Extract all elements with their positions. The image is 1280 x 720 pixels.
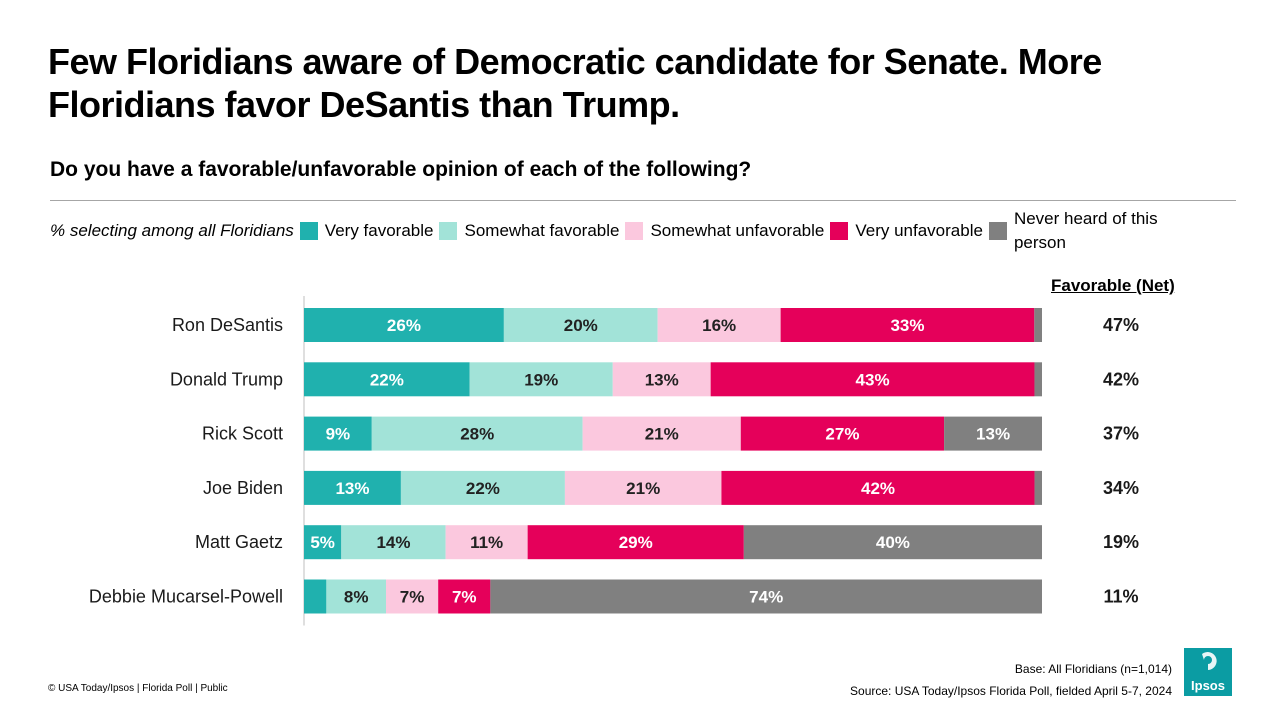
- ipsos-logo: Ipsos: [1184, 648, 1232, 696]
- legend-swatch: [299, 222, 318, 240]
- divider: [50, 200, 1236, 201]
- source-notes: Base: All Floridians (n=1,014) Source: U…: [850, 658, 1172, 702]
- bar-segment: [564, 470, 722, 505]
- net-favorable-value: 19%: [1103, 532, 1139, 552]
- bar-segment: [304, 308, 504, 342]
- page-title: Few Floridians aware of Democratic candi…: [48, 41, 1102, 125]
- data-label: 43%: [856, 370, 890, 389]
- bar-segment: [386, 579, 439, 614]
- net-favorable-value: 11%: [1103, 587, 1138, 607]
- bar-segment: [445, 525, 528, 560]
- data-label: 5%: [310, 533, 335, 552]
- bar-segment: [400, 470, 565, 505]
- bar-segment: [304, 525, 342, 560]
- legend-label: Never heard of this person: [1013, 209, 1158, 252]
- legend-label: Somewhat favorable: [464, 221, 620, 240]
- bar-segment: [721, 470, 1035, 505]
- bar-segment: [740, 416, 945, 451]
- legend-never-heard: Never heard of this person: [988, 207, 1174, 255]
- data-label: 14%: [376, 533, 410, 552]
- data-label: 21%: [626, 479, 660, 498]
- legend-somewhat-unfavorable: Somewhat unfavorable: [625, 221, 824, 241]
- bar-segment: [341, 525, 446, 560]
- data-label: 74%: [749, 588, 783, 607]
- net-favorable-header: Favorable (Net): [1051, 276, 1175, 295]
- data-label: 19%: [524, 370, 558, 389]
- bar-segment: [657, 308, 781, 342]
- base-note: Base: All Floridians (n=1,014): [1014, 662, 1172, 676]
- bar-segment: [438, 579, 491, 614]
- data-label: 8%: [344, 588, 369, 607]
- bar-segment: [612, 362, 711, 397]
- bar-segment: [469, 362, 613, 397]
- bar-segment: [527, 525, 744, 560]
- bar-segment: [304, 579, 327, 614]
- category-label: Matt Gaetz: [195, 532, 283, 552]
- legend-label: Very favorable: [324, 221, 434, 240]
- bar-segment: [490, 579, 1042, 614]
- bar-segment: [780, 308, 1035, 342]
- bar-segment: [371, 416, 583, 451]
- data-label: 20%: [564, 316, 598, 335]
- data-label: 7%: [400, 588, 425, 607]
- bar-segment: [582, 416, 741, 451]
- data-label: 26%: [387, 316, 421, 335]
- data-label: 16%: [702, 316, 736, 335]
- data-label: 9%: [326, 425, 351, 444]
- bar-segment: [304, 362, 470, 397]
- bar-segment: [743, 525, 1042, 560]
- data-label: 29%: [619, 533, 653, 552]
- legend-swatch: [830, 222, 849, 240]
- copyright-note: © USA Today/Ipsos | Florida Poll | Publi…: [48, 683, 228, 694]
- bar-segment: [304, 470, 401, 505]
- category-label: Rick Scott: [202, 424, 283, 444]
- data-label: 13%: [645, 370, 679, 389]
- bar-segment: [710, 362, 1035, 397]
- data-label: 42%: [861, 479, 895, 498]
- data-label: 11%: [470, 533, 503, 552]
- data-label: 13%: [335, 479, 369, 498]
- data-label: 7%: [452, 588, 477, 607]
- bar-segment: [503, 308, 658, 342]
- legend: % selecting among all Floridians Very fa…: [50, 208, 1250, 254]
- category-label: Donald Trump: [170, 369, 283, 389]
- data-label: 33%: [890, 316, 924, 335]
- legend-very-favorable: Very favorable: [299, 221, 434, 241]
- bar-segment: [304, 416, 372, 451]
- data-label: 28%: [460, 425, 494, 444]
- bar-segment: [1034, 362, 1042, 397]
- stacked-bar-chart: Ron DeSantis 26% 20% 16% 33% 47% Donald Trump 2…: [89, 296, 1139, 626]
- category-label: Debbie Mucarsel-Powell: [89, 587, 283, 607]
- net-favorable-value: 37%: [1103, 424, 1139, 444]
- category-label: Ron DeSantis: [172, 315, 283, 335]
- bar-segment: [326, 579, 386, 614]
- legend-swatch: [439, 222, 458, 240]
- legend-label: Very unfavorable: [855, 221, 983, 240]
- data-label: 21%: [645, 425, 679, 444]
- legend-label: Somewhat unfavorable: [650, 221, 825, 240]
- data-label: 27%: [825, 425, 859, 444]
- data-label: 40%: [876, 533, 910, 552]
- category-label: Joe Biden: [203, 478, 283, 498]
- logo-mark: [1202, 652, 1217, 670]
- legend-lead: % selecting among all Floridians: [50, 221, 294, 240]
- bar-segment: [1034, 308, 1042, 342]
- net-favorable-value: 34%: [1103, 478, 1139, 498]
- logo-text: Ipsos: [1191, 678, 1225, 693]
- bar-segment: [1034, 470, 1042, 505]
- chart-subtitle: Do you have a favorable/unfavorable opin…: [50, 158, 752, 181]
- bar-segment: [944, 416, 1042, 451]
- legend-swatch: [625, 222, 644, 240]
- net-favorable-value: 47%: [1103, 315, 1139, 335]
- data-label: 22%: [370, 370, 404, 389]
- source-note: Source: USA Today/Ipsos Florida Poll, fi…: [850, 684, 1172, 698]
- legend-very-unfavorable: Very unfavorable: [830, 221, 983, 241]
- data-label: 13%: [976, 425, 1010, 444]
- legend-swatch: [988, 222, 1007, 240]
- net-favorable-value: 42%: [1103, 369, 1139, 389]
- data-label: 22%: [466, 479, 500, 498]
- legend-somewhat-favorable: Somewhat favorable: [439, 221, 619, 241]
